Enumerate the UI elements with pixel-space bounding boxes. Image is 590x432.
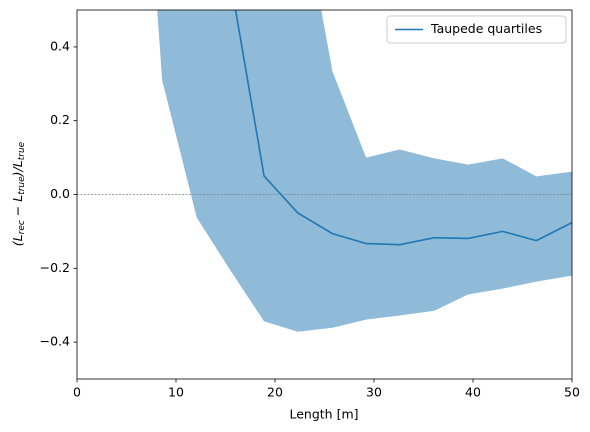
y-axis-label: (Lrec − Ltrue)/Ltrue xyxy=(10,141,27,246)
y-label-part: true xyxy=(17,176,27,195)
x-tick-label: 50 xyxy=(564,385,580,400)
y-tick-label: −0.2 xyxy=(40,260,70,275)
x-tick-label: 40 xyxy=(465,385,481,400)
series-line xyxy=(234,10,572,246)
y-tick-label: 0.2 xyxy=(50,112,70,127)
x-tick-label: 20 xyxy=(267,385,283,400)
x-axis-label: Length [m] xyxy=(289,407,358,422)
y-label-part: (L xyxy=(10,234,25,246)
x-tick-label: 10 xyxy=(168,385,184,400)
y-tick-label: 0.4 xyxy=(50,38,70,53)
plot-area xyxy=(77,10,572,332)
legend-box xyxy=(386,15,567,44)
y-tick-label: 0.0 xyxy=(50,186,70,201)
y-label-part: true xyxy=(17,141,27,160)
y-label-part: rec xyxy=(17,220,27,234)
y-tick-label: −0.4 xyxy=(40,334,70,349)
x-tick-label: 0 xyxy=(73,385,81,400)
legend-label: Taupede quartiles xyxy=(430,21,542,36)
y-label-part: )/L xyxy=(10,160,25,177)
y-label-part: − L xyxy=(10,195,25,220)
x-tick-label: 30 xyxy=(366,385,382,400)
quartile-band xyxy=(157,10,572,332)
